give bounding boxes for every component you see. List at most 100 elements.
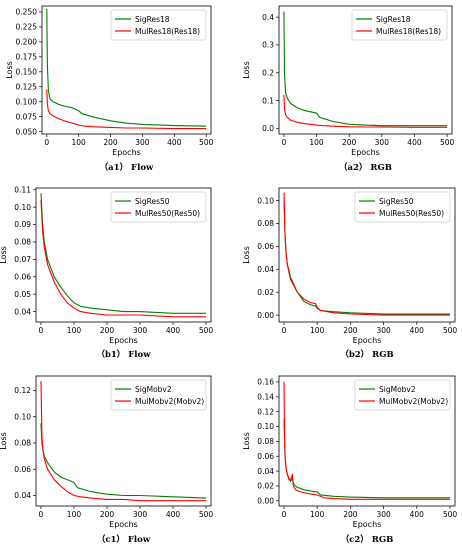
x-axis-label: Epochs [109, 336, 138, 345]
subfigure-caption: （a2） RGB [339, 162, 392, 173]
legend-label: MulMobv2(Mobv2) [379, 397, 448, 406]
y-tick-label: 0.07 [14, 255, 31, 264]
y-tick-label: 0.02 [257, 482, 274, 491]
x-tick-label: 300 [375, 138, 390, 147]
legend-label: MulRes50(Res50) [379, 209, 444, 218]
x-tick-label: 500 [443, 326, 458, 335]
y-tick-label: 0.225 [16, 23, 38, 32]
legend: SigRes50 MulRes50(Res50) [110, 191, 207, 223]
legend-box [110, 9, 207, 41]
chart-a2: 0 100 200 300 400 500 0.0 0.1 0.2 0.3 0.4 Epochs Los… [242, 5, 455, 173]
plot-frame [278, 5, 453, 135]
y-tick-label: 0.06 [257, 452, 274, 461]
x-tick-label: 300 [133, 510, 148, 519]
y-tick-label: 0.250 [16, 8, 38, 17]
chart-a1: 0 100 200 300 400 500 0.050 0.075 0.100 0.125 0.15… [5, 5, 214, 173]
x-axis-label: Epochs [353, 336, 382, 345]
y-tick-label: 0.150 [16, 67, 38, 76]
x-tick-label: 200 [103, 138, 118, 147]
x-axis-label: Epochs [112, 148, 141, 157]
x-tick-label: 0 [39, 510, 44, 519]
y-tick-label: 0.10 [14, 203, 31, 212]
y-tick-label: 0.08 [14, 439, 31, 448]
legend-label: MulRes18(Res18) [376, 27, 441, 36]
legend: SigRes50 MulRes50(Res50) [354, 191, 451, 223]
chart-c2: 0 100 200 300 400 500 0.00 0.02 0.04 0.06 0.08 0.10… [242, 375, 457, 545]
chart-b2: 0 100 200 300 400 500 0.00 0.02 0.04 0.06 0.08 0.10… [242, 187, 458, 360]
y-tick-label: 0.3 [262, 41, 274, 50]
x-tick-label: 400 [410, 326, 425, 335]
x-tick-label: 500 [199, 326, 214, 335]
y-tick-label: 0.06 [14, 272, 31, 281]
legend-label: SigRes18 [376, 15, 411, 24]
y-tick-label: 0.08 [257, 219, 274, 228]
legend-label: SigMobv2 [379, 385, 416, 394]
x-axis-label: Epochs [353, 520, 382, 529]
x-tick-label: 300 [376, 510, 391, 519]
legend-box [110, 379, 207, 411]
subfigure-caption: （b2） RGB [340, 349, 393, 360]
series-line-sig [46, 8, 207, 127]
plot-frame [278, 375, 456, 507]
x-tick-label: 100 [67, 326, 82, 335]
y-tick-label: 0.16 [257, 378, 274, 387]
legend-label: MulMobv2(Mobv2) [135, 397, 204, 406]
legend-label: SigRes18 [135, 15, 170, 24]
x-tick-label: 200 [342, 138, 357, 147]
y-tick-label: 0.00 [257, 497, 274, 506]
x-tick-label: 200 [343, 326, 358, 335]
y-axis-label: Loss [242, 61, 251, 79]
subfigure-caption: （c1） Flow [97, 534, 151, 545]
x-tick-label: 0 [282, 510, 287, 519]
x-tick-label: 200 [343, 510, 358, 519]
y-tick-label: 0.02 [257, 288, 274, 297]
y-tick-label: 0.050 [16, 127, 38, 136]
x-tick-label: 0 [282, 326, 287, 335]
x-tick-label: 200 [100, 510, 115, 519]
y-tick-label: 0.06 [257, 242, 274, 251]
y-tick-label: 0.12 [14, 386, 31, 395]
x-tick-label: 100 [72, 138, 87, 147]
y-tick-label: 0.04 [14, 307, 31, 316]
x-tick-label: 100 [310, 326, 325, 335]
y-axis-label: Loss [0, 246, 8, 264]
x-tick-label: 300 [133, 326, 148, 335]
x-tick-label: 500 [440, 138, 455, 147]
legend-box [354, 379, 451, 411]
x-tick-label: 500 [199, 510, 214, 519]
series-line-sig [283, 419, 450, 499]
series-line-sig [40, 423, 207, 499]
legend-box [354, 191, 451, 223]
y-tick-label: 0.08 [257, 437, 274, 446]
x-tick-label: 400 [166, 510, 181, 519]
x-tick-label: 200 [100, 326, 115, 335]
x-tick-label: 0 [39, 326, 44, 335]
y-tick-label: 0.10 [14, 412, 31, 421]
legend: SigMobv2 MulMobv2(Mobv2) [110, 379, 207, 411]
y-tick-label: 0.200 [16, 38, 38, 47]
chart-b1: 0 100 200 300 400 500 0.04 0.05 0.06 0.07 0.08 0.09… [0, 185, 213, 360]
y-tick-label: 0.06 [14, 465, 31, 474]
chart-c1: 0 100 200 300 400 500 0.04 0.06 0.08 0.10 0.12 Epoc… [0, 375, 214, 545]
plot-frame [41, 5, 212, 135]
x-axis-label: Epochs [351, 148, 380, 157]
y-axis-label: Loss [5, 61, 14, 79]
legend-label: SigMobv2 [135, 385, 172, 394]
series-line-mul [283, 94, 448, 128]
legend: SigRes18 MulRes18(Res18) [110, 9, 207, 41]
y-tick-label: 0.04 [14, 491, 31, 500]
y-axis-label: Loss [242, 246, 251, 264]
y-axis-label: Loss [0, 432, 8, 450]
y-tick-label: 0.11 [14, 185, 31, 194]
plot-frame [278, 187, 456, 323]
series-line-mul [46, 89, 207, 130]
legend-box [351, 9, 448, 41]
plot-frame [35, 375, 212, 507]
subfigure-caption: （a1） Flow [100, 162, 154, 173]
y-tick-label: 0.075 [16, 112, 38, 121]
y-tick-label: 0.4 [262, 13, 274, 22]
y-tick-label: 0.125 [16, 82, 38, 91]
subfigure-caption: （b1） Flow [96, 349, 151, 360]
y-tick-label: 0.14 [257, 393, 274, 402]
